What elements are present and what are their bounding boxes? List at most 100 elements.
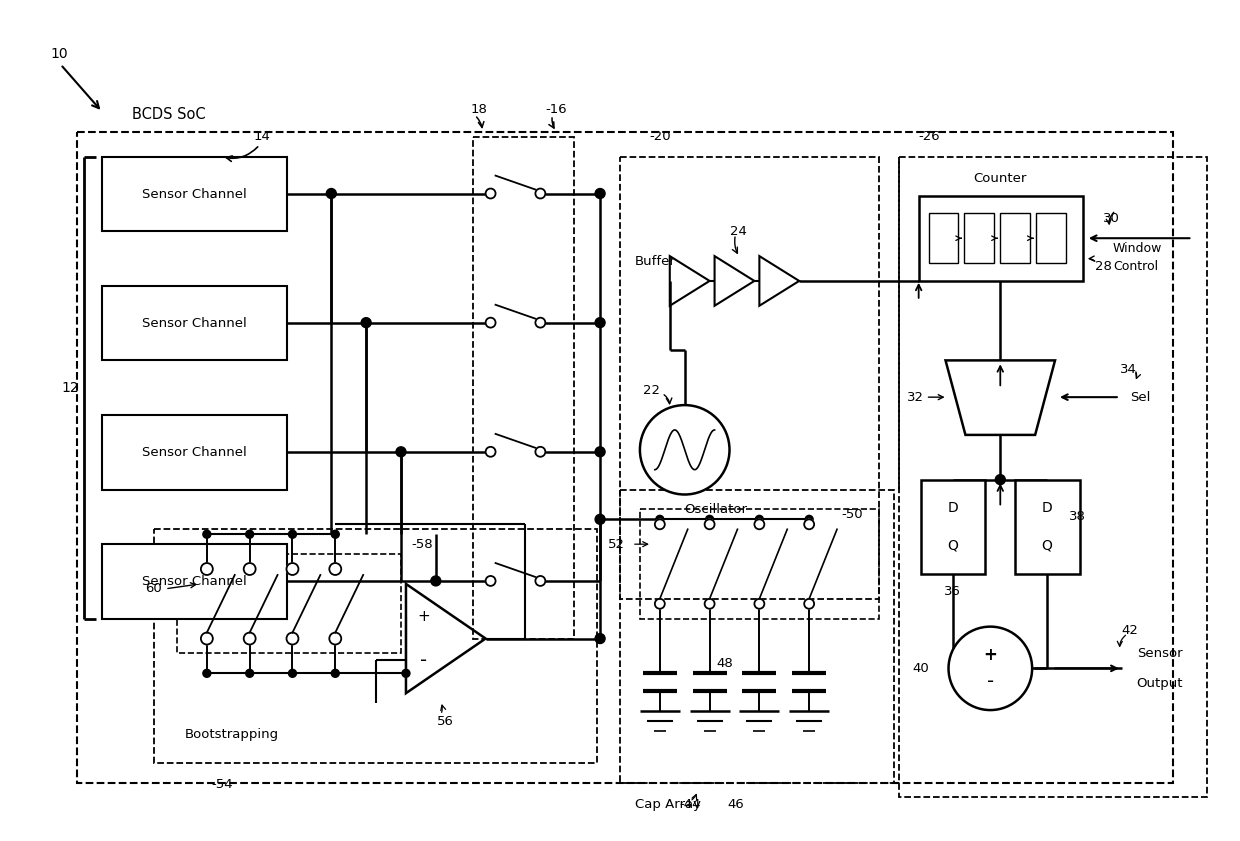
Bar <box>1037 214 1066 263</box>
Text: Control: Control <box>1112 260 1158 272</box>
Circle shape <box>536 576 546 586</box>
Circle shape <box>640 405 729 495</box>
Text: Sensor Channel: Sensor Channel <box>143 446 247 459</box>
Circle shape <box>595 633 605 643</box>
Circle shape <box>286 632 299 644</box>
Circle shape <box>996 474 1006 484</box>
Text: BCDS SoC: BCDS SoC <box>133 107 206 122</box>
Circle shape <box>655 520 665 529</box>
Text: D: D <box>947 501 957 515</box>
Text: D: D <box>1042 501 1053 515</box>
Bar <box>472 137 574 638</box>
Circle shape <box>536 318 546 328</box>
Text: 52: 52 <box>608 537 625 551</box>
Text: Cap Array: Cap Array <box>635 798 701 811</box>
Bar <box>620 156 879 599</box>
Text: Q: Q <box>947 539 959 553</box>
Circle shape <box>706 516 713 523</box>
Circle shape <box>244 563 255 575</box>
Text: Sel: Sel <box>1130 391 1149 404</box>
Text: -58: -58 <box>410 537 433 551</box>
Circle shape <box>656 516 663 523</box>
Bar <box>77 132 1173 783</box>
Circle shape <box>805 599 815 609</box>
Circle shape <box>246 669 254 677</box>
Circle shape <box>595 188 605 198</box>
Text: 18: 18 <box>471 103 487 115</box>
Bar <box>177 554 401 653</box>
Circle shape <box>203 669 211 677</box>
Text: 40: 40 <box>913 662 929 674</box>
Circle shape <box>201 632 213 644</box>
Circle shape <box>486 576 496 586</box>
Text: 60: 60 <box>145 582 162 595</box>
Circle shape <box>536 447 546 457</box>
Circle shape <box>595 318 605 328</box>
Text: Window: Window <box>1112 241 1162 255</box>
Circle shape <box>430 576 440 586</box>
Circle shape <box>330 632 341 644</box>
Bar <box>899 156 1208 797</box>
Circle shape <box>486 318 496 328</box>
Circle shape <box>326 188 336 198</box>
Text: -16: -16 <box>546 103 567 115</box>
Circle shape <box>402 669 410 677</box>
Circle shape <box>396 447 405 457</box>
Circle shape <box>805 516 813 523</box>
Bar <box>920 479 986 574</box>
Text: 42: 42 <box>1122 624 1138 637</box>
Circle shape <box>655 599 665 609</box>
Circle shape <box>486 447 496 457</box>
Circle shape <box>246 531 254 538</box>
Text: 24: 24 <box>729 225 746 238</box>
Circle shape <box>330 563 341 575</box>
Text: 28: 28 <box>1095 260 1112 272</box>
Text: Counter: Counter <box>973 172 1027 185</box>
Circle shape <box>201 563 213 575</box>
Text: -20: -20 <box>650 130 672 143</box>
Circle shape <box>805 520 815 529</box>
Text: 36: 36 <box>944 585 961 598</box>
Circle shape <box>595 447 605 457</box>
Bar <box>965 214 994 263</box>
Text: 12: 12 <box>62 381 79 394</box>
Text: +: + <box>418 609 430 624</box>
Text: -44: -44 <box>680 798 702 811</box>
Text: Sensor: Sensor <box>1137 647 1182 660</box>
Bar <box>103 544 286 619</box>
Circle shape <box>595 515 605 524</box>
Text: +: + <box>983 647 997 664</box>
Circle shape <box>754 520 764 529</box>
Text: 48: 48 <box>717 657 733 670</box>
Bar <box>154 529 598 763</box>
Circle shape <box>331 531 340 538</box>
Circle shape <box>361 318 371 328</box>
Text: -26: -26 <box>919 130 940 143</box>
Circle shape <box>289 669 296 677</box>
Text: Sensor Channel: Sensor Channel <box>143 188 247 200</box>
Text: Q: Q <box>1042 539 1053 553</box>
Text: 46: 46 <box>728 798 744 811</box>
Circle shape <box>704 599 714 609</box>
Text: Oscillator: Oscillator <box>684 503 748 516</box>
Circle shape <box>536 188 546 198</box>
Text: 10: 10 <box>51 47 68 61</box>
Text: Output: Output <box>1137 677 1183 690</box>
Text: Buffer: Buffer <box>635 255 676 267</box>
Text: -50: -50 <box>841 508 863 521</box>
Circle shape <box>704 520 714 529</box>
Bar <box>929 214 959 263</box>
Text: 56: 56 <box>438 715 454 727</box>
Text: 34: 34 <box>1120 362 1137 376</box>
Text: 38: 38 <box>1069 510 1085 523</box>
Bar <box>1001 214 1030 263</box>
Circle shape <box>244 632 255 644</box>
Bar <box>1016 479 1080 574</box>
Circle shape <box>203 531 211 538</box>
Circle shape <box>486 188 496 198</box>
Bar <box>640 510 879 619</box>
Circle shape <box>754 599 764 609</box>
Text: 22: 22 <box>642 383 660 397</box>
Text: Sensor Channel: Sensor Channel <box>143 317 247 330</box>
Bar <box>103 156 286 231</box>
